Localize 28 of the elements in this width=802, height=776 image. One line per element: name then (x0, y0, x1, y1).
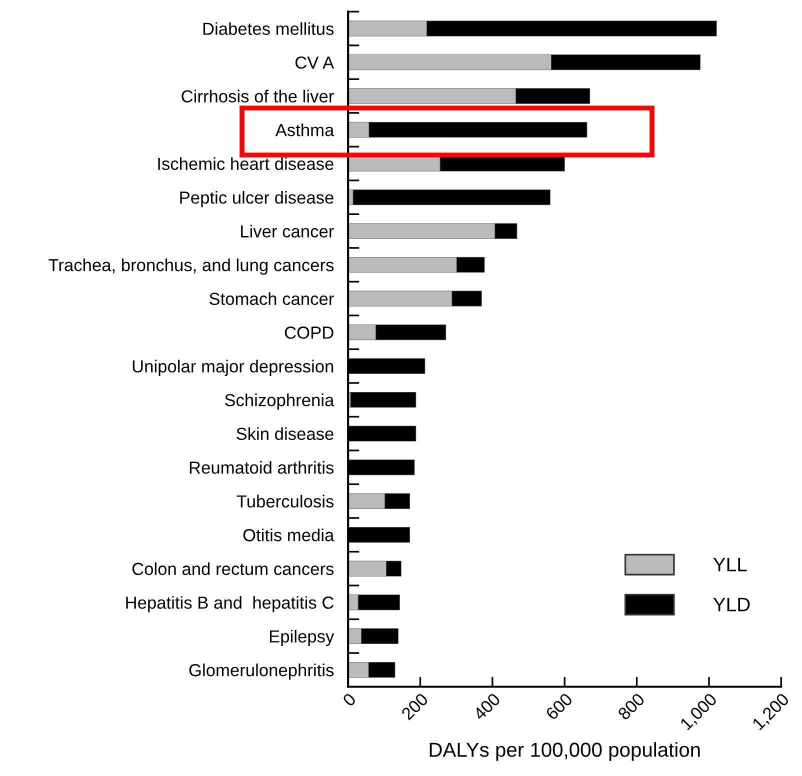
y-tick-label: Skin disease (236, 427, 334, 440)
x-tick-label: 0 (342, 692, 357, 707)
y-tick-label: Epilepsy (270, 630, 334, 646)
legend-label: YLD (713, 598, 750, 612)
y-tick-label: Reumatoid arthritis (190, 461, 334, 474)
x-tick-label: 600 (545, 692, 574, 720)
y-tick-label: Hepatitis B and hepatitis C (126, 596, 334, 612)
y-tick-label: Glomerulonephritis (189, 664, 334, 680)
x-tick-label: 800 (617, 692, 646, 721)
y-tick-label: Schizophrenia (224, 394, 334, 410)
y-tick-label: Peptic ulcer disease (180, 191, 334, 208)
x-tick-label: 200 (400, 692, 429, 720)
x-axis-title: DALYs per 100,000 population (430, 742, 700, 761)
y-tick-label: Trachea, bronchus, and lung cancers (48, 258, 334, 275)
y-tick-label: Asthma (275, 123, 334, 136)
y-tick-label: COPD (284, 326, 334, 339)
y-tick-label: Ischemic heart disease (158, 157, 334, 170)
y-tick-label: CV A (295, 56, 334, 69)
y-tick-label: Cirrhosis of the liver (182, 90, 334, 102)
y-tick-label: Liver cancer (241, 224, 334, 238)
y-tick-label: Tuberculosis (236, 494, 334, 508)
y-tick-label: Stomach cancer (210, 292, 334, 306)
legend-label: YLL (713, 558, 747, 572)
y-tick-label: Unipolar major depression (132, 360, 334, 376)
y-tick-label: Colon and rectum cancers (132, 562, 334, 576)
y-tick-label: Otitis media (243, 528, 334, 542)
x-tick-label: 400 (472, 692, 501, 721)
y-tick-label: Diabetes mellitus (203, 22, 334, 35)
